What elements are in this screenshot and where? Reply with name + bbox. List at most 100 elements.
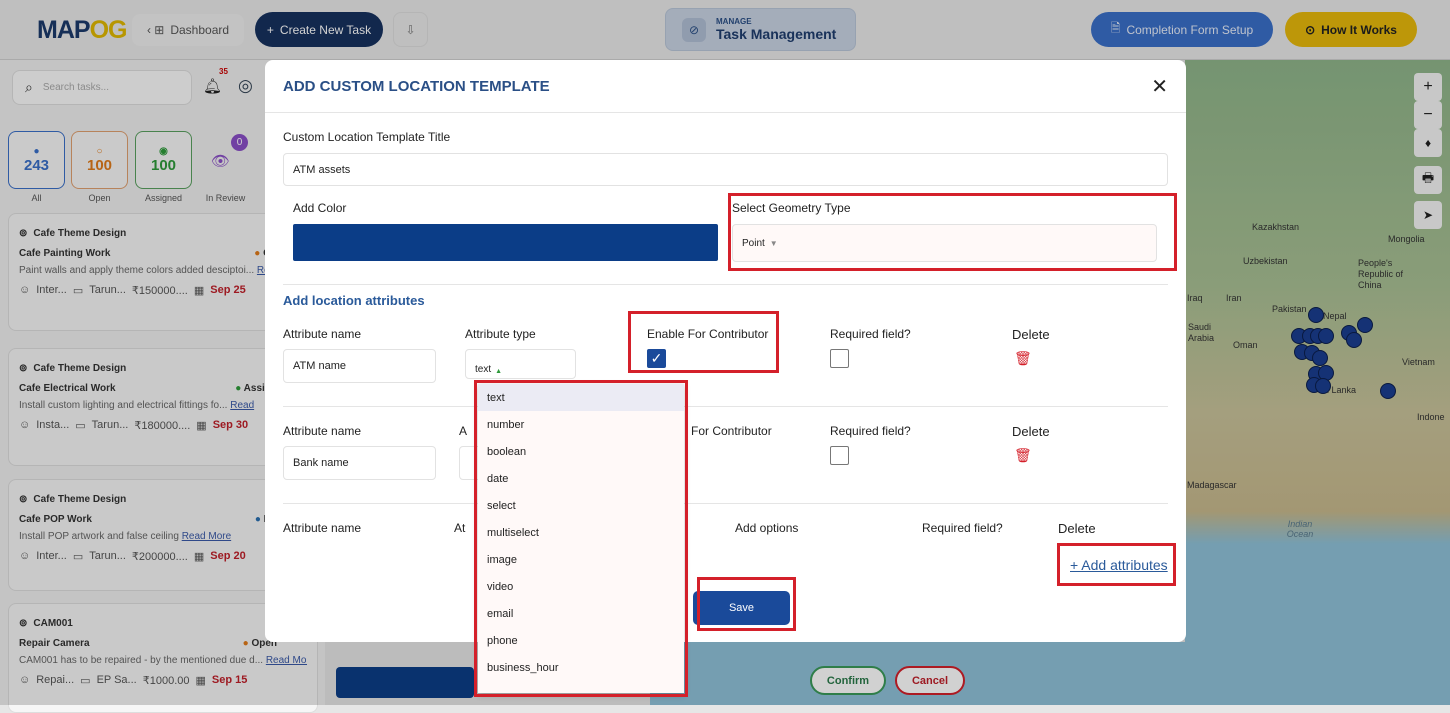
type-option-number[interactable]: number (487, 418, 525, 431)
add-location-template-modal: ADD CUSTOM LOCATION TEMPLATE ✕ Custom Loc… (265, 60, 1186, 642)
category-icon: ☺ (19, 419, 31, 431)
task-title: Cafe POP Work (19, 514, 92, 525)
type-option-text[interactable]: text (478, 384, 684, 411)
map-marker[interactable] (1318, 328, 1334, 344)
attribute-type-dropdown: text number boolean date select multiselect im… (478, 384, 684, 693)
map-marker[interactable] (1312, 350, 1328, 366)
task-title: Cafe Painting Work (19, 248, 111, 259)
highlight-save (697, 577, 796, 631)
confirm-button[interactable]: Confirm (810, 666, 886, 695)
plus-icon: + (266, 22, 274, 37)
map-label: Kazakhstan (1252, 222, 1300, 232)
attr-name-input[interactable]: ATM name (283, 349, 436, 383)
location-pin-icon: ⊚ (19, 363, 28, 374)
required-checkbox[interactable] (830, 446, 849, 465)
type-option-boolean[interactable]: boolean (487, 445, 527, 458)
contributor-checkbox[interactable]: ✓ (647, 349, 666, 368)
map-label: Nepal (1323, 311, 1347, 321)
download-icon[interactable]: ⇩ (393, 12, 428, 47)
calendar-icon: ▦ (193, 285, 205, 297)
dashboard-button[interactable]: ‹ ⊞ Dashboard (132, 14, 244, 46)
read-more-link[interactable]: Read More (265, 655, 307, 666)
type-option-video[interactable]: video (487, 580, 514, 593)
contributor-label: For Contributor (691, 424, 772, 438)
delete-label: Delete (1012, 327, 1050, 342)
notification-count: 35 (219, 67, 228, 76)
task-assignee: Tarun... (89, 550, 126, 562)
delete-label: Delete (1012, 424, 1050, 439)
attr-name-input[interactable]: Bank name (283, 446, 436, 480)
stat-label: Open (88, 193, 111, 203)
map-label: Uzbekistan (1243, 256, 1288, 266)
zoom-in-button[interactable]: + (1414, 73, 1442, 101)
task-assignee: EP Sa... (96, 674, 137, 686)
refresh-icon[interactable]: ◎ (238, 76, 253, 95)
save-button[interactable]: Save (693, 591, 790, 625)
map-marker[interactable] (1315, 378, 1331, 394)
type-option-select[interactable]: select (487, 499, 516, 512)
map-label: Madagascar (1187, 480, 1237, 490)
type-option-multiselect[interactable]: multiselect (487, 526, 539, 539)
calendar-icon: ▦ (195, 675, 206, 687)
sidebar-action-button[interactable] (336, 667, 474, 698)
map-label: Vietnam (1402, 357, 1435, 367)
type-option-email[interactable]: email (487, 607, 514, 620)
stat-all[interactable]: ● 243 (8, 131, 65, 189)
color-picker[interactable] (293, 224, 718, 261)
compass-icon[interactable]: ♦ (1414, 129, 1442, 157)
trash-icon[interactable]: 🗑︎ (1014, 350, 1032, 366)
zoom-out-button[interactable]: − (1414, 101, 1442, 129)
add-attributes-link[interactable]: + Add attributes (1070, 557, 1168, 573)
task-assignee: Tarun... (91, 419, 129, 431)
how-it-works-button[interactable]: ⊙ How It Works (1285, 12, 1417, 47)
cancel-button[interactable]: Cancel (895, 666, 965, 695)
attr-name-label: Attribute name (283, 424, 362, 438)
print-icon[interactable]: 🖶 (1414, 166, 1442, 194)
highlight-contributor (628, 311, 779, 373)
map-marker[interactable] (1308, 307, 1324, 323)
map-marker[interactable] (1346, 332, 1362, 348)
calendar-icon: ▦ (196, 420, 207, 432)
wallet-icon: ▭ (72, 551, 84, 563)
required-label: Required field? (922, 521, 1003, 535)
task-assignee: Tarun... (89, 284, 126, 296)
type-option-phone[interactable]: phone (487, 634, 518, 647)
wallet-icon: ▭ (72, 285, 84, 297)
type-option-image[interactable]: image (487, 553, 517, 566)
manage-label: MANAGE (716, 17, 752, 26)
create-task-button[interactable]: + Create New Task (255, 12, 383, 47)
map-label: Sri Lanka (1318, 385, 1357, 395)
read-more-link[interactable]: Read More (181, 531, 232, 542)
task-date: Sep 30 (212, 419, 249, 431)
task-description: Paint walls and apply theme colors added… (19, 265, 255, 276)
search-input[interactable]: ⌕ Search tasks... (12, 70, 192, 105)
trash-icon[interactable]: 🗑︎ (1014, 447, 1032, 463)
stat-open[interactable]: ○ 100 (71, 131, 128, 189)
map-marker[interactable] (1357, 317, 1373, 333)
close-icon[interactable]: ✕ (1151, 75, 1168, 98)
caret-down-icon: ▼ (769, 238, 778, 248)
eye-icon[interactable]: 👁︎ (211, 153, 231, 170)
geometry-type-select[interactable]: Point ▼ (732, 224, 1157, 262)
attr-type-select[interactable]: text ▲ (465, 349, 576, 379)
attr-type-label: At (454, 521, 466, 535)
wallet-icon: ▭ (75, 420, 86, 432)
read-more-link[interactable]: Read (230, 400, 255, 411)
play-icon: ⊙ (1305, 22, 1316, 37)
type-option-business_hour[interactable]: business_hour (487, 661, 559, 674)
mapog-logo: MAPOG (37, 16, 127, 44)
bell-icon[interactable]: 🔔︎ (203, 78, 223, 95)
calendar-icon: ▦ (193, 551, 205, 563)
highlight-add-attributes (1057, 543, 1176, 586)
required-checkbox[interactable] (830, 349, 849, 368)
category-icon: ☺ (19, 284, 31, 296)
type-option-date[interactable]: date (487, 472, 509, 485)
template-title-input[interactable]: ATM assets (283, 153, 1168, 186)
map-marker[interactable] (1380, 383, 1396, 399)
highlight-geometry (728, 193, 1177, 271)
stat-assigned[interactable]: ◉ 100 (135, 131, 192, 189)
task-amount: ₹1000.00 (142, 675, 190, 687)
modal-title: ADD CUSTOM LOCATION TEMPLATE (283, 77, 550, 95)
locate-icon[interactable]: ➤ (1414, 201, 1442, 229)
completion-form-setup-button[interactable]: 🗎 Completion Form Setup (1091, 12, 1273, 47)
